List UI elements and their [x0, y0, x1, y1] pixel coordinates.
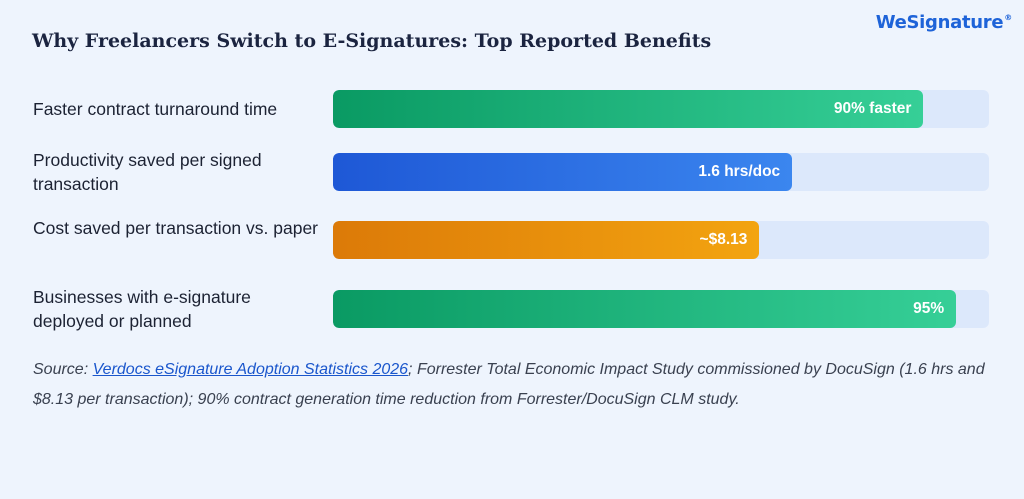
- bar-value-label: ~$8.13: [699, 231, 748, 248]
- bar-fill: ~$8.13: [333, 221, 760, 259]
- source-prefix: Source:: [33, 361, 93, 378]
- bar-track: 1.6 hrs/doc: [333, 153, 989, 191]
- bar-track: 95%: [333, 290, 989, 328]
- bar-track: ~$8.13: [333, 221, 989, 259]
- bar-fill: 1.6 hrs/doc: [333, 153, 793, 191]
- bar-value-label: 1.6 hrs/doc: [698, 163, 781, 180]
- source-note: Source: Verdocs eSignature Adoption Stat…: [33, 355, 993, 415]
- logo-text: WeSignature: [875, 12, 1004, 33]
- bar-fill: 90% faster: [333, 90, 924, 128]
- bar-label: Faster contract turnaround time: [33, 99, 278, 119]
- bar-label: Businesses with e-signature deployed or …: [33, 287, 251, 331]
- bar-fill: 95%: [333, 290, 957, 328]
- registered-mark: ®: [1004, 13, 1012, 22]
- bar-label: Cost saved per transaction vs. paper: [33, 218, 319, 238]
- chart-title: Why Freelancers Switch to E-Signatures: …: [32, 30, 712, 52]
- bar-track: 90% faster: [333, 90, 989, 128]
- source-link[interactable]: Verdocs eSignature Adoption Statistics 2…: [92, 361, 409, 378]
- wesignature-logo[interactable]: WeSignature®: [875, 12, 1013, 33]
- bar-label: Productivity saved per signed transactio…: [33, 150, 262, 194]
- bar-value-label: 90% faster: [833, 100, 912, 117]
- source-suffix: ; Forrester Total Economic Impact Study …: [33, 361, 985, 408]
- bar-value-label: 95%: [913, 300, 945, 317]
